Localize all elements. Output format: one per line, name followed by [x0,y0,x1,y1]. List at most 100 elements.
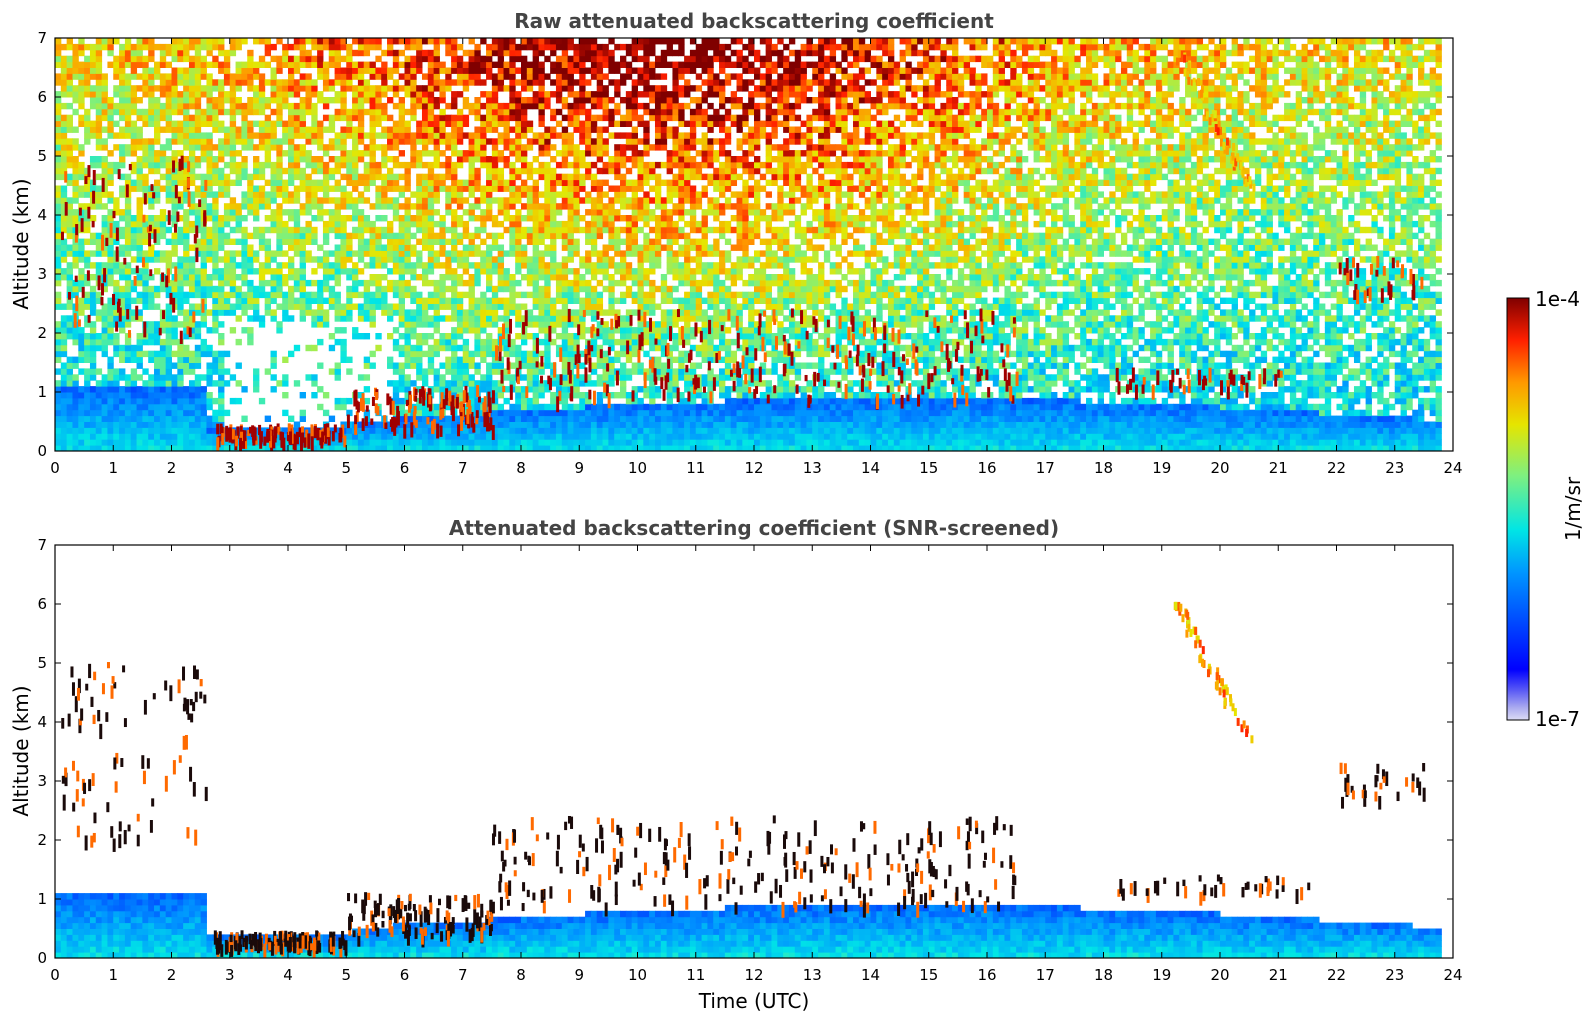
heatmap-cell [235,67,242,74]
heatmap-cell [590,350,598,358]
heatmap-cell [218,85,225,92]
heatmap-cell [585,144,592,151]
heatmap-cell [282,126,289,133]
heatmap-cell [119,291,126,299]
heatmap-cell [346,79,353,86]
heatmap-cell [369,232,376,240]
heatmap-cell [567,73,574,80]
heatmap-cell [95,262,103,269]
heatmap-cell [142,279,149,287]
heatmap-cell [119,150,126,157]
heatmap-cell [194,356,202,363]
heatmap-cell [55,427,62,434]
heatmap-cell [532,226,539,234]
heatmap-cell [119,315,126,322]
heatmap-cell [340,403,347,411]
heatmap-cell [346,132,353,139]
heatmap-cell [491,232,499,240]
heatmap-cell [159,392,167,399]
heatmap-cell [363,226,371,234]
heatmap-cell [159,362,167,369]
heatmap-cell [363,144,371,151]
heatmap-cell [416,321,423,328]
heatmap-cell [404,333,411,340]
heatmap-cell [416,173,423,181]
heatmap-cell [369,244,376,251]
heatmap-cell [602,415,609,422]
heatmap-cell [253,303,260,310]
heatmap-cell [212,203,219,210]
heatmap-cell [451,191,458,198]
heatmap-cell [427,350,435,358]
heatmap-cell [101,191,108,198]
heatmap-cell [113,203,120,210]
heatmap-cell [363,179,371,186]
heatmap-cell [218,156,225,163]
heatmap-cell [55,215,62,222]
heatmap-cell [124,374,132,381]
heatmap-cell [299,126,306,133]
heatmap-cell [66,209,73,216]
heatmap-cell [398,85,405,92]
heatmap-cell [101,215,108,222]
heatmap-cell [223,279,231,287]
heatmap-cell [521,85,528,92]
heatmap-cell [188,315,196,322]
heatmap-cell [334,220,341,228]
heatmap-cell [445,73,452,80]
heatmap-cell [573,215,580,222]
heatmap-cell [293,197,301,204]
heatmap-cell [521,250,528,257]
heatmap-cell [602,97,609,104]
heatmap-cell [101,344,108,352]
heatmap-cell [188,279,196,287]
heatmap-cell [154,397,161,405]
heatmap-cell [573,403,580,411]
heatmap-cell [602,321,609,328]
heatmap-cell [532,256,539,263]
heatmap-cell [590,421,598,428]
heatmap-cell [276,215,283,222]
heatmap-cell [124,403,132,411]
heatmap-cell [439,67,446,74]
heatmap-cell [264,226,272,234]
heatmap-cell [474,102,481,110]
heatmap-cell [451,392,458,399]
heatmap-cell [573,421,580,428]
heatmap-cell [322,97,330,104]
heatmap-cell [119,409,126,417]
heatmap-cell [474,97,481,104]
heatmap-cell [381,291,388,299]
heatmap-cell [486,386,493,393]
heatmap-cell [136,138,143,145]
heatmap-cell [55,338,62,346]
heatmap-cell [188,91,196,98]
heatmap-cell [404,327,411,334]
heatmap-cell [113,132,120,139]
heatmap-cell [439,108,446,116]
heatmap-cell [212,362,219,369]
heatmap-cell [119,285,126,293]
heatmap-cell [89,132,97,139]
heatmap-cell [375,262,382,269]
heatmap-cell [404,126,411,133]
heatmap-cell [253,380,260,387]
heatmap-cell [515,138,522,145]
heatmap-cell [491,368,499,375]
heatmap-cell [427,108,435,116]
heatmap-cell [555,91,563,98]
heatmap-cell [561,102,569,110]
heatmap-cell [177,102,184,110]
heatmap-cell [474,439,481,446]
heatmap-cell [521,409,528,417]
heatmap-cell [334,262,341,269]
heatmap-cell [119,191,126,198]
heatmap-cell [305,250,312,257]
heatmap-cell [78,67,85,74]
heatmap-cell [247,433,254,440]
heatmap-cell [468,232,475,240]
heatmap-cell [357,421,365,428]
heatmap-cell [130,132,138,139]
heatmap-cell [497,108,505,116]
heatmap-cell [136,73,143,80]
